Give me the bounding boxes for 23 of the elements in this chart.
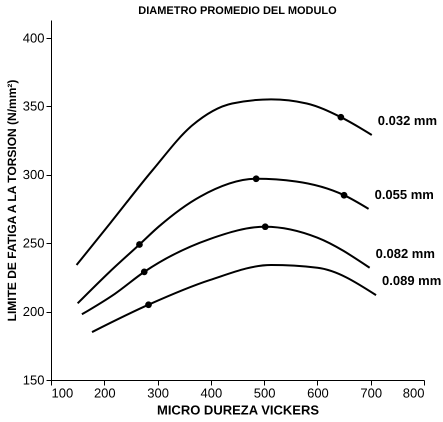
series-label: 0.032 mm bbox=[378, 112, 438, 128]
chart-title: DIAMETRO PROMEDIO DEL MODULO bbox=[138, 5, 338, 17]
x-tick-label: 200 bbox=[94, 386, 116, 400]
line-series bbox=[76, 98, 373, 266]
y-tick-label: 250 bbox=[22, 236, 44, 251]
x-tick-label: 500 bbox=[254, 386, 276, 400]
x-tick-label: 100 bbox=[52, 386, 74, 400]
y-tick-label: 400 bbox=[22, 30, 44, 46]
x-tick-label: 700 bbox=[360, 386, 382, 400]
series-label: 0.082 mm bbox=[376, 246, 435, 261]
series-label: 0.089 mm bbox=[382, 273, 442, 288]
y-tick-label: 150 bbox=[22, 372, 44, 388]
y-tick-label: 200 bbox=[22, 304, 44, 320]
x-tick-label: 300 bbox=[147, 386, 169, 400]
y-axis-title: LIMITE DE FATIGA A LA TORSION (N/mm²) bbox=[4, 80, 19, 322]
x-tick-label: 600 bbox=[307, 386, 329, 400]
line-series bbox=[91, 264, 378, 334]
x-axis-title: MICRO DUREZA VICKERS bbox=[156, 402, 320, 418]
series-label: 0.055 mm bbox=[374, 186, 434, 202]
x-tick-label: 400 bbox=[200, 386, 222, 400]
y-tick-label: 300 bbox=[22, 167, 44, 182]
y-tick-label: 350 bbox=[22, 98, 44, 114]
x-tick-label: 800 bbox=[402, 386, 424, 400]
